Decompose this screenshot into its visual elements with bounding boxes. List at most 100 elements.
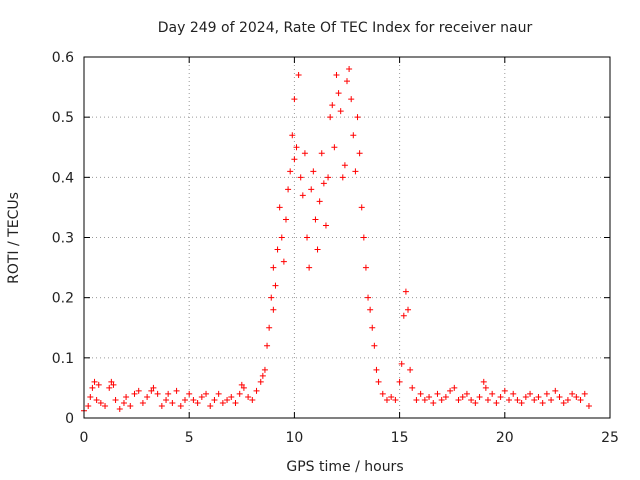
data-point — [356, 150, 363, 157]
data-point — [327, 114, 334, 121]
data-point — [203, 390, 210, 397]
data-point — [539, 399, 546, 406]
data-point — [232, 399, 239, 406]
data-point — [299, 192, 306, 199]
data-point — [194, 399, 201, 406]
data-point — [581, 390, 588, 397]
data-point — [375, 378, 382, 385]
data-point — [264, 342, 271, 349]
data-point — [127, 402, 134, 409]
data-point — [573, 393, 580, 400]
data-point — [325, 174, 332, 181]
data-point — [564, 396, 571, 403]
data-point — [392, 396, 399, 403]
x-axis-label: GPS time / hours — [286, 459, 403, 475]
data-point — [367, 306, 374, 313]
data-point — [163, 396, 170, 403]
data-point — [560, 399, 567, 406]
data-point — [85, 402, 92, 409]
y-tick-label: 0.2 — [52, 291, 74, 307]
y-tick-label: 0.5 — [52, 110, 74, 126]
data-point — [144, 393, 151, 400]
data-point — [552, 387, 559, 394]
data-point — [577, 396, 584, 403]
data-point — [249, 396, 256, 403]
data-point — [373, 366, 380, 373]
x-tick-label: 5 — [185, 430, 194, 446]
data-point — [430, 399, 437, 406]
data-point — [569, 390, 576, 397]
data-point — [352, 168, 359, 175]
data-point — [108, 378, 115, 385]
data-point — [207, 402, 214, 409]
data-point — [186, 390, 193, 397]
data-point — [240, 384, 247, 391]
data-points — [81, 66, 592, 414]
data-point — [158, 402, 165, 409]
data-point — [417, 390, 424, 397]
data-point — [228, 393, 235, 400]
data-point — [501, 387, 508, 394]
y-tick-label: 0.1 — [52, 351, 74, 367]
y-tick-label: 0.6 — [52, 50, 74, 66]
data-point — [346, 66, 353, 73]
data-point — [245, 393, 252, 400]
data-point — [280, 258, 287, 265]
data-point — [306, 264, 313, 271]
data-point — [497, 393, 504, 400]
x-tick-label: 20 — [496, 430, 514, 446]
data-point — [348, 96, 355, 103]
data-point — [369, 324, 376, 331]
data-point — [585, 402, 592, 409]
data-point — [110, 381, 117, 388]
data-point — [318, 150, 325, 157]
data-point — [482, 384, 489, 391]
data-point — [476, 393, 483, 400]
data-point — [266, 324, 273, 331]
data-point — [398, 360, 405, 367]
data-point — [177, 402, 184, 409]
data-point — [93, 396, 100, 403]
data-point — [438, 396, 445, 403]
data-point — [480, 378, 487, 385]
data-point — [148, 387, 155, 394]
data-point — [215, 390, 222, 397]
data-point — [339, 174, 346, 181]
data-point — [527, 390, 534, 397]
data-point — [198, 393, 205, 400]
data-point — [211, 396, 218, 403]
data-point — [106, 384, 113, 391]
data-point — [253, 387, 260, 394]
data-point — [89, 384, 96, 391]
data-point — [165, 390, 172, 397]
y-tick-label: 0.4 — [52, 170, 74, 186]
data-point — [139, 399, 146, 406]
data-point — [295, 72, 302, 79]
data-point — [362, 264, 369, 271]
y-tick-label: 0.3 — [52, 231, 74, 247]
x-tick-label: 25 — [601, 430, 619, 446]
data-point — [259, 372, 266, 379]
data-point — [531, 396, 538, 403]
data-point — [459, 393, 466, 400]
data-point — [268, 294, 275, 301]
data-point — [350, 132, 357, 139]
data-point — [402, 288, 409, 295]
data-point — [181, 396, 188, 403]
data-point — [506, 396, 513, 403]
data-point — [548, 396, 555, 403]
data-point — [358, 204, 365, 211]
data-point — [312, 216, 319, 223]
data-point — [335, 90, 342, 97]
data-point — [472, 399, 479, 406]
data-point — [123, 393, 130, 400]
data-point — [337, 108, 344, 115]
data-point — [314, 246, 321, 253]
data-point — [383, 396, 390, 403]
x-tick-label: 10 — [285, 430, 303, 446]
data-point — [442, 393, 449, 400]
data-point — [154, 390, 161, 397]
data-point — [169, 399, 176, 406]
data-point — [95, 381, 102, 388]
